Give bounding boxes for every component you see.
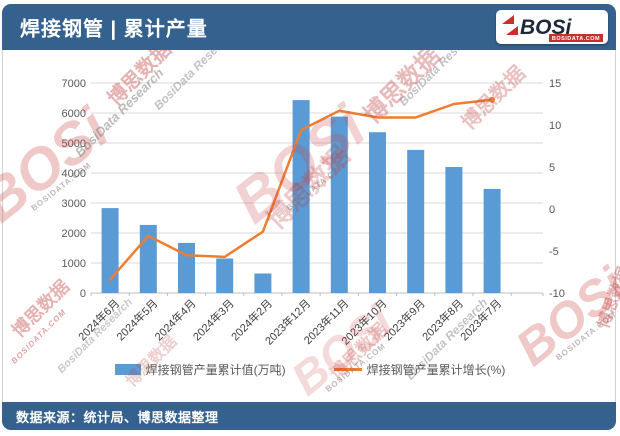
bar: [216, 258, 234, 293]
left-axis-tick-label: 0: [80, 288, 86, 300]
bar: [407, 149, 425, 293]
legend-item-line-series: 焊接钢管产量累计增长(%): [333, 361, 506, 378]
bar-series-swatch: [114, 364, 141, 375]
legend-item-bar-series: 焊接钢管产量累计值(万吨): [114, 361, 286, 378]
line-series-swatch: [333, 368, 362, 371]
bar-series-label: 焊接钢管产量累计值(万吨): [145, 363, 286, 377]
footer-bar: 数据来源：统计局、博思数据整理: [2, 402, 616, 430]
bosi-logo: BOSi BOSIDATA.COM: [496, 10, 608, 44]
bar: [483, 188, 501, 293]
left-axis-tick-label: 5000: [62, 138, 86, 150]
bar: [101, 208, 119, 293]
x-axis-category-label: 2023年7月: [457, 296, 504, 343]
bar: [254, 273, 272, 293]
logo-arrow-icon: [506, 26, 518, 35]
left-axis-tick-label: 1000: [62, 258, 86, 270]
right-axis-tick-label: -5: [549, 246, 559, 258]
legend: 焊接钢管产量累计值(万吨) 焊接钢管产量累计增长(%): [0, 361, 620, 378]
logo-domain: BOSIDATA.COM: [552, 36, 600, 42]
header-bar: 焊接钢管 | 累计产量 BOSi BOSIDATA.COM: [2, 4, 616, 50]
bar: [330, 116, 348, 293]
bar: [369, 132, 386, 293]
bar: [178, 242, 195, 293]
bar: [292, 100, 310, 293]
right-axis-tick-label: 15: [549, 78, 561, 90]
logo-wordmark: BOSi: [520, 16, 573, 39]
right-axis-tick-label: -10: [549, 288, 565, 300]
line-series-label: 焊接钢管产量累计增长(%): [366, 363, 506, 377]
left-axis-tick-label: 3000: [62, 198, 86, 210]
data-source-text: 数据来源：统计局、博思数据整理: [16, 409, 219, 425]
logo-arrow-icon: [502, 15, 514, 24]
left-axis-tick-label: 7000: [62, 78, 86, 90]
left-axis-tick-label: 4000: [62, 168, 86, 180]
right-axis-tick-label: 10: [549, 120, 561, 132]
right-axis-tick-label: 5: [549, 162, 555, 174]
bosi-logo-graphic: BOSi BOSIDATA.COM: [502, 15, 603, 42]
growth-line: [108, 98, 494, 281]
page-title: 焊接钢管 | 累计产量: [20, 18, 208, 41]
left-axis-tick-label: 6000: [62, 108, 86, 120]
right-axis-tick-label: 0: [549, 204, 555, 216]
bar: [445, 167, 463, 293]
logo-banner: [549, 34, 603, 42]
left-axis-tick-label: 2000: [62, 228, 86, 240]
growth-line-end-marker: [489, 96, 496, 103]
